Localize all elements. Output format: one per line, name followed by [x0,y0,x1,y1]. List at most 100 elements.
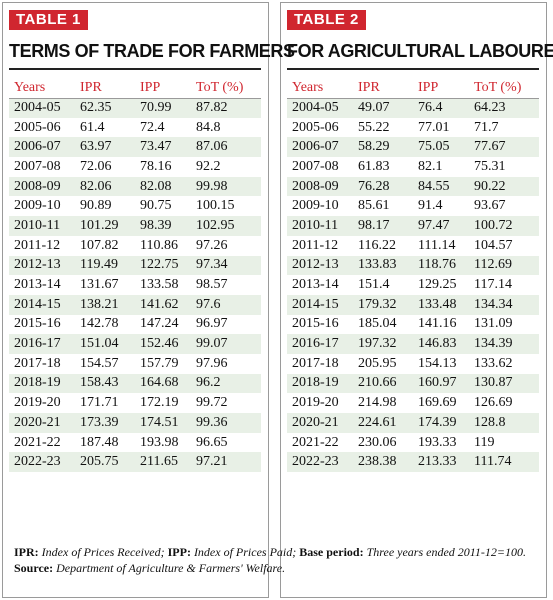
footnote-ipr-text: Index of Prices Received; [38,545,168,559]
table2-cell-ipr: 210.66 [353,373,413,394]
table2-row: 2019-20 214.98 169.69 126.69 [287,393,539,413]
table1-cell-ipr: 173.39 [75,413,135,433]
table1-row: 2006-07 63.97 73.47 87.06 [9,137,261,158]
table1-cell-year: 2022-23 [9,452,75,473]
table1-cell-ipr: 63.97 [75,137,135,158]
table2-row: 2013-14 151.4 129.25 117.14 [287,275,539,295]
table2-cell-tot: 126.69 [474,395,513,411]
table2-cell-ipr: 230.06 [358,434,397,450]
table1-cell-tot: 99.07 [191,334,261,354]
table2-cell-ipp: 129.25 [418,277,457,293]
table2-row: 2014-15 179.32 133.48 134.34 [287,294,539,315]
table2-cell-ipr: 76.28 [353,176,413,197]
table2-cell-year: 2013-14 [292,277,339,293]
table2-row: 2012-13 133.83 118.76 112.69 [287,255,539,276]
table2-cell-ipp: 174.39 [413,413,469,433]
table2-cell-ipr: 214.98 [358,395,397,411]
table1-cell-ipr: 90.89 [80,198,112,214]
table2-row: 2015-16 185.04 141.16 131.09 [287,315,539,335]
table1-cell-tot: 97.26 [196,237,228,253]
table2-cell-tot: 93.67 [474,198,506,214]
table1-cell-year: 2009-10 [14,198,61,214]
table1-cell-tot: 99.72 [196,395,228,411]
table1-cell-ipp: 73.47 [135,137,191,158]
table1-header-tot: ToT (%) [191,78,261,99]
table2-row: 2020-21 224.61 174.39 128.8 [287,413,539,433]
table1-title: TERMS OF TRADE FOR FARMERS [9,41,295,61]
table1-row: 2012-13 119.49 122.75 97.34 [9,255,261,276]
table2-cell-ipr: 55.22 [358,119,390,135]
table2-row: 2018-19 210.66 160.97 130.87 [287,373,539,394]
footnote-ipp-key: IPP: [167,545,191,559]
table1-panel: TABLE 1 TERMS OF TRADE FOR FARMERS Years… [9,10,295,473]
table1-cell-ipr: 107.82 [80,237,119,253]
footnote-base-text: Three years ended 2011-12=100. [363,545,526,559]
table1-cell-ipp: 133.58 [140,277,179,293]
table1-cell-year: 2017-18 [14,355,61,371]
table2-cell-ipr: 224.61 [353,413,413,433]
table2-cell-year: 2020-21 [287,413,353,433]
table2-cell-tot: 133.62 [474,355,513,371]
table2-row: 2017-18 205.95 154.13 133.62 [287,354,539,374]
footnote-definitions: IPR: Index of Prices Received; IPP: Inde… [14,544,544,560]
table2-row: 2005-06 55.22 77.01 71.7 [287,118,539,138]
table1-cell-year: 2010-11 [9,216,75,236]
table1-header-row: Years IPR IPP ToT (%) [9,78,261,99]
table1-cell-ipp: 70.99 [135,98,191,118]
table2-cell-ipp: 111.14 [418,237,456,253]
table2-row: 2006-07 58.29 75.05 77.67 [287,137,539,158]
table2-cell-year: 2005-06 [292,119,339,135]
table1-row: 2010-11 101.29 98.39 102.95 [9,216,261,236]
table2-cell-year: 2008-09 [287,176,353,197]
table1-row: 2013-14 131.67 133.58 98.57 [9,275,261,295]
table1-cell-year: 2011-12 [14,237,61,253]
table1-cell-ipp: 98.39 [135,216,191,236]
table2-row: 2004-05 49.07 76.4 64.23 [287,98,539,118]
table1-cell-year: 2012-13 [9,255,75,276]
table1-row: 2020-21 173.39 174.51 99.36 [9,413,261,433]
table2-cell-year: 2018-19 [287,373,353,394]
table2-row: 2011-12 116.22 111.14 104.57 [287,236,539,256]
table1-cell-tot: 87.82 [191,98,261,118]
table2: Years IPR IPP ToT (%) 2004-05 49.07 76.4 64… [287,78,539,473]
table1-cell-ipp: 157.79 [140,355,179,371]
table1-cell-ipr: 151.04 [75,334,135,354]
table1-header-years: Years [9,78,75,99]
table2-cell-ipp: 169.69 [418,395,457,411]
table2-cell-tot: 90.22 [469,176,539,197]
table1-cell-ipp: 141.62 [135,294,191,315]
table1-cell-ipr: 119.49 [75,255,135,276]
table1-row: 2019-20 171.71 172.19 99.72 [9,393,261,413]
table2-cell-ipp: 91.4 [418,198,443,214]
footnote-ipp-text: Index of Prices Paid; [190,545,300,559]
table2-cell-ipr: 179.32 [353,294,413,315]
table2-row: 2022-23 238.38 213.33 111.74 [287,452,539,473]
table1-cell-ipr: 72.06 [80,158,112,174]
table2-header-years: Years [287,78,353,99]
table1-cell-ipr: 187.48 [80,434,119,450]
table2-header-ipp: IPP [413,78,469,99]
table2-cell-ipp: 213.33 [413,452,469,473]
table1-cell-ipp: 152.46 [135,334,191,354]
table1-cell-year: 2021-22 [14,434,61,450]
footnote-source-text: Department of Agriculture & Farmers' Wel… [53,561,286,575]
table1-cell-tot: 96.65 [196,434,228,450]
footnote-ipr-key: IPR: [14,545,39,559]
footnotes: IPR: Index of Prices Received; IPP: Inde… [14,544,544,576]
table2-cell-ipp: 84.55 [413,176,469,197]
table1-row: 2005-06 61.4 72.4 84.8 [9,118,261,138]
table2-cell-tot: 134.39 [469,334,539,354]
table1-cell-year: 2004-05 [9,98,75,118]
table2-cell-tot: 119 [474,434,495,450]
table1-cell-year: 2008-09 [9,176,75,197]
table1-cell-ipp: 172.19 [140,395,179,411]
table1-cell-tot: 99.36 [191,413,261,433]
table2-cell-ipr: 205.95 [358,355,397,371]
table1-cell-ipr: 205.75 [75,452,135,473]
footnote-source-key: Source: [14,561,54,575]
table1-row: 2016-17 151.04 152.46 99.07 [9,334,261,354]
table2-cell-ipp: 146.83 [413,334,469,354]
table2-cell-tot: 77.67 [469,137,539,158]
table2-cell-tot: 112.69 [469,255,539,276]
table2-cell-ipr: 58.29 [353,137,413,158]
